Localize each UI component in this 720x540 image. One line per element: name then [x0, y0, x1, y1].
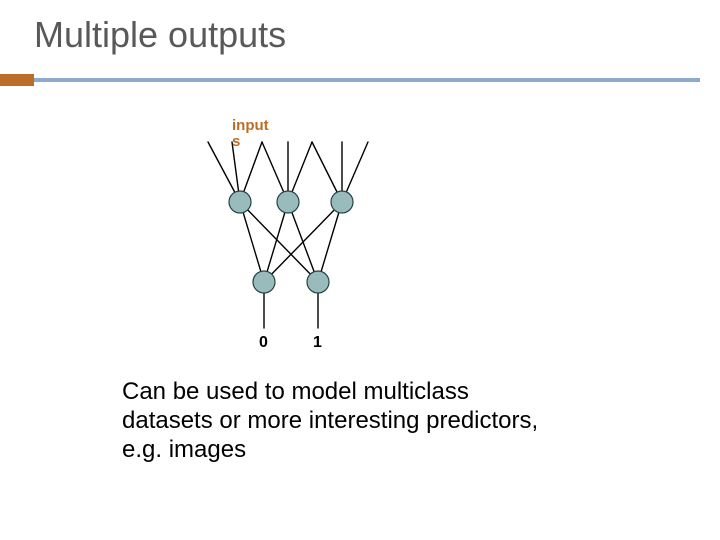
- page-title: Multiple outputs: [34, 14, 286, 56]
- body-text: Can be used to model multiclass datasets…: [122, 378, 542, 464]
- rule-line: [34, 78, 700, 82]
- slide: Multiple outputs inputs 0 1 Can be used …: [0, 0, 720, 540]
- network-diagram: inputs 0 1: [188, 120, 404, 350]
- output-label-0: 0: [259, 334, 268, 352]
- inputs-label: inputs: [232, 118, 269, 150]
- output-label-1: 1: [313, 334, 322, 352]
- network-svg: [188, 120, 404, 350]
- rule-accent-bar: [0, 74, 34, 86]
